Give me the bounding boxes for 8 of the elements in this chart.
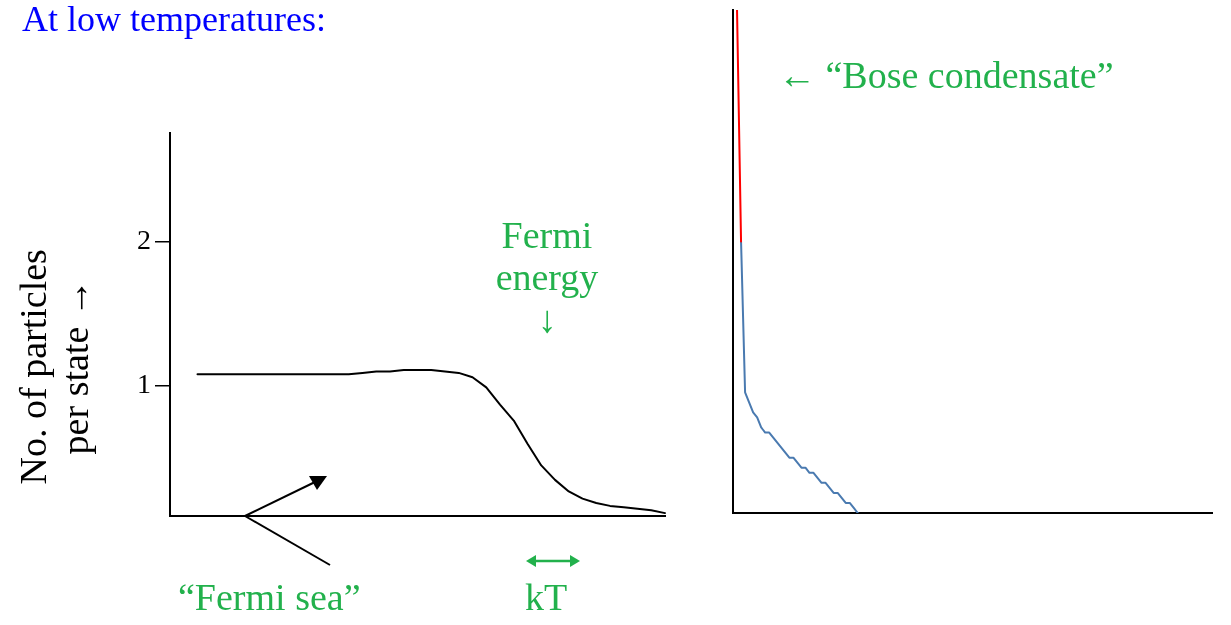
text: “Fermi sea” xyxy=(178,576,361,619)
y-tick-label: 2 xyxy=(137,223,151,255)
annotation: ← “Bose condensate” xyxy=(778,54,1114,97)
y-tick-label: 1 xyxy=(137,368,151,400)
chart-title: At low temperatures: xyxy=(22,0,326,40)
y-axis-title: No. of particles per state → xyxy=(12,248,97,487)
text: kT xyxy=(525,576,568,619)
annotation: Fermi energy ↓ xyxy=(494,214,600,341)
